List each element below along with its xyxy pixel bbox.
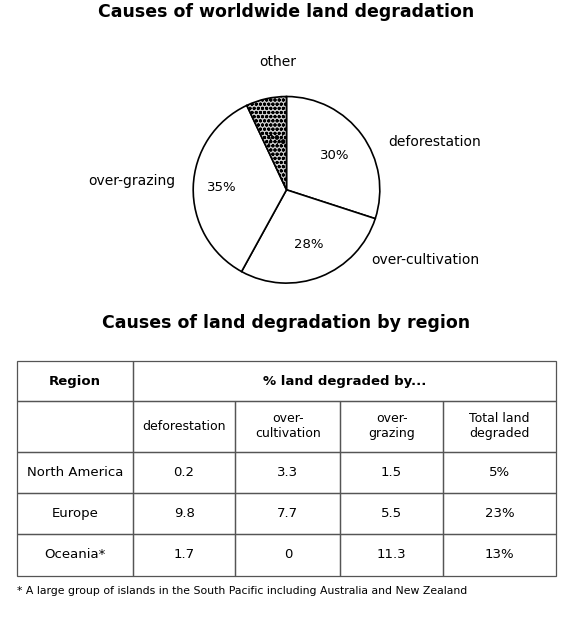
Text: North America: North America	[27, 466, 123, 479]
Bar	[236, 452, 340, 493]
Wedge shape	[286, 96, 380, 219]
Text: Region: Region	[49, 374, 101, 388]
Bar	[17, 361, 133, 401]
Wedge shape	[242, 190, 375, 283]
Text: Oceania*: Oceania*	[44, 548, 105, 561]
Text: 9.8: 9.8	[174, 507, 194, 520]
Bar	[17, 493, 133, 534]
Text: Total land
degraded: Total land degraded	[469, 412, 529, 440]
Text: Europe: Europe	[52, 507, 99, 520]
Text: other: other	[259, 55, 296, 70]
Text: 7.7: 7.7	[277, 507, 299, 520]
Bar	[133, 401, 236, 452]
Bar	[236, 534, 340, 576]
Text: 28%: 28%	[293, 238, 323, 252]
Text: 1.5: 1.5	[381, 466, 402, 479]
Text: over-
cultivation: over- cultivation	[255, 412, 321, 440]
Bar	[443, 452, 556, 493]
Text: 23%: 23%	[485, 507, 514, 520]
Text: over-cultivation: over-cultivation	[371, 253, 480, 268]
Bar	[133, 534, 236, 576]
Bar	[443, 534, 556, 576]
Bar	[17, 452, 133, 493]
Bar	[443, 401, 556, 452]
Bar	[340, 401, 443, 452]
Title: Causes of worldwide land degradation: Causes of worldwide land degradation	[99, 2, 474, 20]
Bar	[17, 401, 133, 452]
Text: deforestation: deforestation	[142, 420, 226, 433]
Bar	[340, 452, 443, 493]
Text: 11.3: 11.3	[377, 548, 406, 561]
Wedge shape	[193, 106, 286, 271]
Text: % land degraded by...: % land degraded by...	[263, 374, 426, 388]
Bar	[236, 401, 340, 452]
Text: 3.3: 3.3	[277, 466, 299, 479]
Bar	[17, 534, 133, 576]
Text: 7%: 7%	[265, 134, 285, 147]
Text: 30%: 30%	[320, 148, 349, 161]
Text: over-
grazing: over- grazing	[368, 412, 415, 440]
Text: deforestation: deforestation	[388, 135, 481, 149]
Text: 0.2: 0.2	[174, 466, 195, 479]
Text: 35%: 35%	[207, 181, 236, 194]
Wedge shape	[247, 96, 286, 190]
Title: Causes of land degradation by region: Causes of land degradation by region	[103, 314, 470, 332]
Bar	[133, 493, 236, 534]
Bar	[236, 493, 340, 534]
Text: 5%: 5%	[489, 466, 510, 479]
Bar	[340, 534, 443, 576]
Bar	[443, 493, 556, 534]
Bar	[133, 361, 556, 401]
Text: * A large group of islands in the South Pacific including Australia and New Zeal: * A large group of islands in the South …	[17, 586, 467, 596]
Text: 5.5: 5.5	[381, 507, 402, 520]
Text: 0: 0	[284, 548, 292, 561]
Text: 1.7: 1.7	[174, 548, 195, 561]
Text: 13%: 13%	[485, 548, 514, 561]
Bar	[133, 452, 236, 493]
Bar	[340, 493, 443, 534]
Text: over-grazing: over-grazing	[88, 174, 175, 188]
